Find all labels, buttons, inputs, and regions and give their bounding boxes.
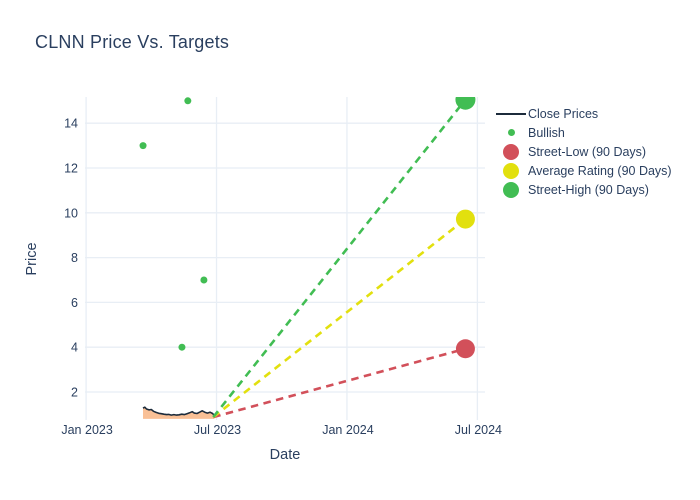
street-high-90-days-projection-line bbox=[212, 98, 467, 418]
legend-label: Bullish bbox=[528, 125, 565, 140]
series-street-low-90-days bbox=[212, 339, 475, 419]
street-low-90-days-target-marker[interactable] bbox=[455, 339, 475, 359]
average-rating-90-days-target-marker[interactable] bbox=[455, 209, 475, 229]
y-tick-label: 6 bbox=[71, 296, 78, 310]
x-tick-label: Jan 2024 bbox=[322, 423, 373, 437]
series-street-high-90-days bbox=[212, 90, 476, 418]
series-close-prices bbox=[142, 406, 215, 419]
series-average-rating-90-days bbox=[212, 209, 475, 419]
legend-item-bullish[interactable]: Bullish bbox=[494, 123, 672, 142]
x-axis-title: Date bbox=[269, 447, 301, 463]
close-prices-line bbox=[142, 406, 215, 417]
street-low-90-days-legend-swatch-icon bbox=[494, 143, 528, 160]
bullish-marker[interactable] bbox=[200, 276, 208, 284]
y-tick-label: 14 bbox=[64, 117, 78, 131]
street-high-90-days-target-marker[interactable] bbox=[455, 90, 476, 110]
chart-title: CLNN Price Vs. Targets bbox=[35, 32, 230, 52]
legend-label: Street-Low (90 Days) bbox=[528, 144, 647, 159]
bullish-legend-swatch-icon bbox=[494, 129, 528, 136]
street-high-90-days-legend-swatch-icon bbox=[494, 181, 528, 198]
y-tick-label: 8 bbox=[71, 251, 78, 265]
legend-label: Average Rating (90 Days) bbox=[528, 163, 672, 178]
y-axis-title: Price bbox=[24, 242, 40, 276]
close-prices-legend-swatch-icon bbox=[494, 112, 528, 115]
series-bullish bbox=[139, 97, 208, 351]
y-tick-label: 10 bbox=[64, 206, 78, 220]
legend: Close Prices Bullish Street-Low (90 Days) A… bbox=[494, 104, 672, 199]
legend-item-street-low-90-days[interactable]: Street-Low (90 Days) bbox=[494, 142, 672, 161]
close-prices-area bbox=[143, 407, 215, 419]
gridlines bbox=[85, 97, 485, 420]
bullish-marker[interactable] bbox=[184, 97, 192, 105]
axis-tick-labels: 2 4 6 8 10 12 14 Jan 2023 Jul 2023 Jan 2024 Jul 20… bbox=[61, 117, 502, 437]
legend-item-average-rating-90-days[interactable]: Average Rating (90 Days) bbox=[494, 161, 672, 180]
bullish-marker[interactable] bbox=[178, 343, 186, 351]
y-tick-label: 12 bbox=[64, 162, 78, 176]
average-rating-90-days-legend-swatch-icon bbox=[494, 162, 528, 179]
average-rating-90-days-projection-line bbox=[212, 218, 467, 419]
legend-item-street-high-90-days[interactable]: Street-High (90 Days) bbox=[494, 180, 672, 199]
bullish-marker[interactable] bbox=[139, 142, 147, 150]
street-low-90-days-projection-line bbox=[212, 347, 466, 419]
legend-label: Street-High (90 Days) bbox=[528, 182, 649, 197]
plot-series bbox=[139, 90, 476, 419]
y-tick-label: 2 bbox=[71, 386, 78, 400]
x-tick-label: Jul 2024 bbox=[455, 423, 502, 437]
x-tick-label: Jul 2023 bbox=[194, 423, 241, 437]
y-tick-label: 4 bbox=[71, 341, 78, 355]
legend-label: Close Prices bbox=[528, 106, 599, 121]
x-tick-label: Jan 2023 bbox=[61, 423, 112, 437]
legend-item-close-prices[interactable]: Close Prices bbox=[494, 104, 672, 123]
